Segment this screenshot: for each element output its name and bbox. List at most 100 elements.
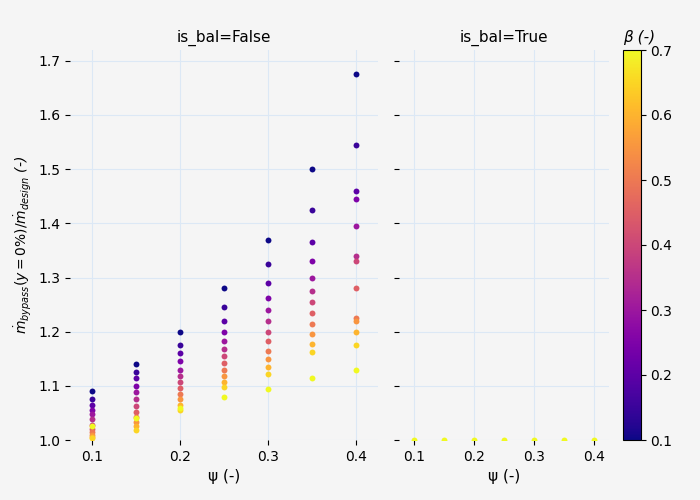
Point	[174, 406, 186, 414]
Point	[86, 401, 97, 409]
Point	[130, 368, 141, 376]
Point	[86, 430, 97, 438]
Point	[307, 298, 318, 306]
Point	[351, 317, 362, 325]
Point	[307, 320, 318, 328]
Point	[218, 328, 230, 336]
Point	[262, 363, 274, 371]
Point	[307, 287, 318, 295]
Point	[86, 434, 97, 442]
Point	[351, 252, 362, 260]
Point	[86, 406, 97, 414]
Point	[438, 436, 449, 444]
Title: is_bal=True: is_bal=True	[460, 30, 548, 46]
Y-axis label: $\dot{m}_{bypass}(y=0\%)/\dot{m}_{design}$ (-): $\dot{m}_{bypass}(y=0\%)/\dot{m}_{design…	[12, 156, 33, 334]
Point	[351, 70, 362, 78]
Point	[174, 401, 186, 409]
Point	[408, 436, 419, 444]
Point	[307, 238, 318, 246]
Point	[307, 206, 318, 214]
Point	[262, 346, 274, 354]
Point	[130, 418, 141, 426]
Point	[351, 187, 362, 195]
Point	[218, 352, 230, 360]
Point	[307, 330, 318, 338]
Point	[351, 257, 362, 265]
Point	[262, 355, 274, 363]
Point	[130, 382, 141, 390]
Point	[218, 359, 230, 367]
Point	[307, 340, 318, 347]
Point	[86, 425, 97, 433]
Point	[218, 366, 230, 374]
Point	[174, 390, 186, 398]
Point	[262, 260, 274, 268]
Point	[130, 413, 141, 421]
Point	[130, 414, 141, 422]
Point	[218, 345, 230, 353]
Point	[174, 328, 186, 336]
Point	[307, 274, 318, 281]
Point	[130, 402, 141, 410]
Point	[174, 350, 186, 358]
Point	[262, 294, 274, 302]
Point	[351, 328, 362, 336]
Point	[218, 317, 230, 325]
Point	[218, 383, 230, 391]
Point	[468, 436, 480, 444]
Point	[130, 388, 141, 396]
Point	[174, 372, 186, 380]
Point	[351, 341, 362, 349]
Point	[174, 358, 186, 366]
Point	[307, 308, 318, 316]
Point	[351, 366, 362, 374]
Point	[174, 384, 186, 392]
Point	[351, 314, 362, 322]
Point	[86, 432, 97, 441]
Title: is_bal=False: is_bal=False	[176, 30, 272, 46]
Point	[130, 396, 141, 404]
Point	[262, 384, 274, 392]
Point	[262, 236, 274, 244]
Point	[130, 426, 141, 434]
Point	[307, 348, 318, 356]
Point	[130, 422, 141, 430]
Point	[86, 428, 97, 436]
Point	[307, 165, 318, 173]
Point	[351, 195, 362, 203]
Point	[86, 416, 97, 424]
X-axis label: ψ (-): ψ (-)	[208, 470, 240, 484]
Point	[130, 360, 141, 368]
Point	[262, 317, 274, 325]
Point	[130, 374, 141, 382]
Point	[86, 387, 97, 395]
Point	[218, 392, 230, 400]
Point	[307, 374, 318, 382]
Point	[86, 410, 97, 418]
Point	[218, 337, 230, 345]
Point	[174, 341, 186, 349]
Point	[218, 378, 230, 386]
X-axis label: ψ (-): ψ (-)	[488, 470, 520, 484]
Point	[528, 436, 540, 444]
Point	[86, 396, 97, 404]
Point	[559, 436, 570, 444]
Point	[174, 396, 186, 404]
Point	[218, 304, 230, 312]
Point	[86, 421, 97, 429]
Point	[498, 436, 510, 444]
Point	[130, 408, 141, 416]
Point	[218, 372, 230, 380]
Point	[351, 222, 362, 230]
Point	[262, 328, 274, 336]
Point	[86, 422, 97, 430]
Text: β (-): β (-)	[623, 30, 655, 44]
Point	[174, 378, 186, 386]
Point	[307, 257, 318, 265]
Point	[174, 366, 186, 374]
Point	[262, 279, 274, 287]
Point	[262, 370, 274, 378]
Point	[174, 404, 186, 411]
Point	[218, 284, 230, 292]
Point	[262, 338, 274, 345]
